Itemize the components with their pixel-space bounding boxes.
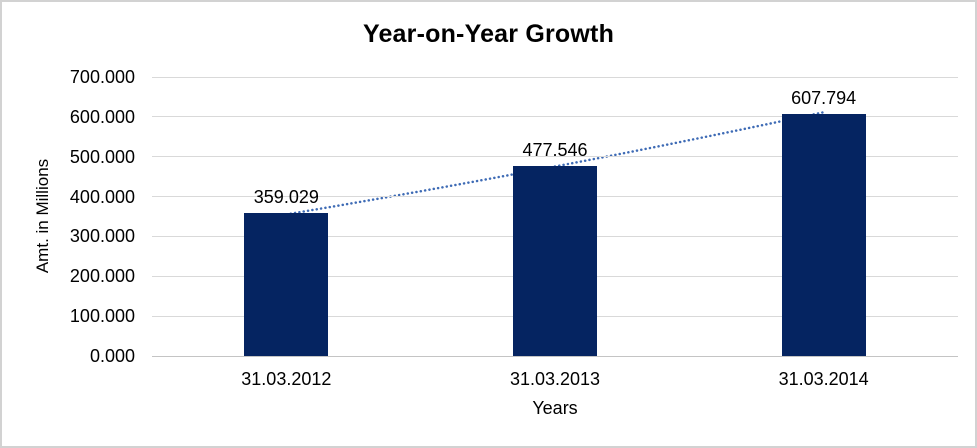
gridline — [152, 76, 958, 78]
y-tick-label: 200.000 — [69, 266, 135, 287]
y-tick-label: 600.000 — [69, 106, 135, 127]
y-tick-label: 100.000 — [69, 306, 135, 327]
y-tick-label: 300.000 — [69, 226, 135, 247]
x-category-label: 31.03.2013 — [509, 369, 601, 389]
bar — [244, 212, 329, 356]
chart-title: Year-on-Year Growth — [362, 20, 615, 48]
bar-value-label: 477.546 — [522, 139, 588, 160]
x-category-label: 31.03.2014 — [778, 369, 869, 389]
y-tick-label: 0.000 — [89, 346, 135, 366]
y-tick-label: 400.000 — [69, 186, 135, 207]
bar — [781, 113, 866, 356]
bar-value-label: 607.794 — [791, 87, 857, 108]
y-tick-label: 700.000 — [69, 67, 135, 87]
gridline — [152, 156, 958, 158]
x-category-label: 31.03.2012 — [241, 369, 332, 389]
gridline — [152, 116, 958, 118]
x-axis-line — [152, 355, 958, 357]
bar — [513, 165, 597, 356]
bar-value-label: 359.029 — [253, 186, 319, 207]
x-axis-title: Years — [532, 398, 578, 418]
y-axis-title: Amt. in Millions — [33, 158, 52, 274]
y-tick-label: 500.000 — [69, 146, 135, 167]
